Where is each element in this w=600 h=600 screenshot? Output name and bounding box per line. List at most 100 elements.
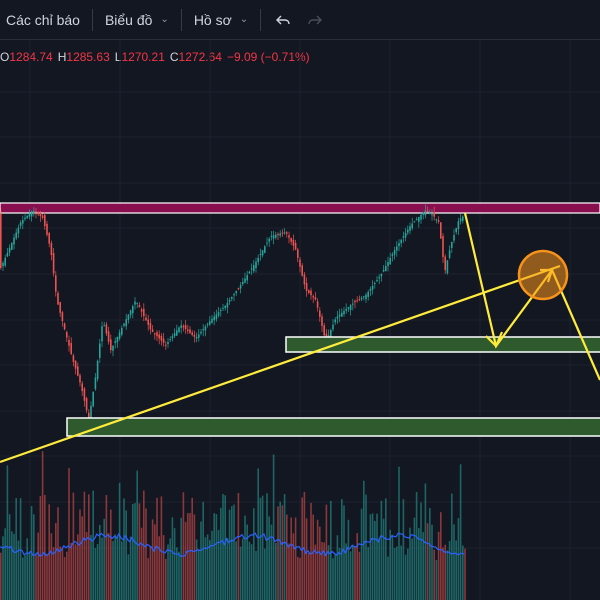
candle-body — [30, 211, 33, 217]
candle-body — [437, 220, 440, 222]
candle-body — [409, 226, 411, 231]
indicators-button[interactable]: Các chỉ báo — [0, 0, 86, 40]
candle-body — [451, 241, 453, 248]
volume-bar — [33, 514, 35, 600]
chart-menu-button[interactable]: Biểu đồ ⌄ — [99, 0, 175, 40]
candle-body — [420, 214, 422, 220]
volume-bar — [275, 542, 277, 600]
volume-bar — [57, 507, 59, 600]
volume-bar — [281, 505, 284, 600]
toolbar-divider — [180, 8, 182, 31]
candle-body — [48, 232, 50, 244]
volume-bar — [154, 524, 156, 600]
candle-body — [46, 223, 48, 235]
candle-body — [312, 296, 314, 298]
candle-body — [22, 220, 24, 224]
undo-button[interactable] — [267, 0, 299, 40]
volume-bar — [356, 533, 358, 600]
volume-bar — [369, 514, 372, 600]
candle-body — [228, 299, 231, 302]
volume-bar — [371, 513, 374, 600]
volume-bar — [341, 499, 343, 600]
candle-body — [393, 250, 396, 255]
volume-bar — [180, 517, 182, 600]
candle-body — [63, 323, 66, 330]
volume-bar — [426, 523, 429, 600]
candle-body — [24, 217, 26, 220]
volume-bar — [363, 480, 365, 600]
volume-bar — [44, 494, 46, 600]
candle-body — [101, 326, 103, 342]
candle-body — [275, 234, 277, 238]
candle-body — [0, 213, 2, 268]
candle-body — [147, 319, 149, 325]
volume-bar — [272, 454, 275, 600]
volume-bar — [70, 542, 72, 600]
candle-body — [222, 307, 224, 309]
profile-menu-label: Hồ sơ — [193, 11, 232, 28]
volume-bar — [290, 517, 292, 600]
volume-bar — [349, 551, 352, 600]
volume-bar — [79, 509, 81, 600]
candle-body — [90, 405, 92, 423]
candle-body — [418, 217, 420, 222]
candle-body — [88, 412, 90, 420]
volume-bar — [354, 546, 356, 600]
volume-bar — [224, 495, 226, 600]
volume-bar — [129, 536, 132, 600]
candle-body — [103, 325, 105, 327]
volume-bar — [99, 524, 101, 600]
resistance-zone[interactable] — [0, 202, 600, 214]
candle-body — [92, 391, 94, 407]
candle-body — [110, 339, 112, 350]
candle-body — [294, 242, 297, 250]
volume-bar — [294, 517, 297, 600]
volume-bar — [160, 496, 163, 600]
volume-bar — [24, 555, 26, 600]
candle-body — [448, 250, 451, 258]
volume-bar — [244, 515, 246, 600]
volume-bar — [11, 531, 13, 600]
support-zone-lower[interactable] — [66, 417, 600, 437]
volume-bar — [94, 548, 97, 600]
volume-bar — [123, 498, 125, 600]
candle-body — [347, 307, 350, 309]
volume-bar — [250, 544, 253, 600]
volume-bar — [396, 546, 398, 600]
candle-body — [365, 294, 367, 300]
candle-body — [59, 302, 61, 313]
candle-body — [382, 269, 385, 272]
volume-bar — [28, 552, 31, 600]
candle-body — [140, 309, 143, 312]
candle-body — [33, 210, 35, 214]
volume-bar — [277, 506, 279, 600]
profile-menu-button[interactable]: Hồ sơ ⌄ — [188, 0, 254, 40]
candle-body — [200, 331, 202, 334]
volume-bar — [286, 514, 288, 600]
volume-bar — [81, 516, 83, 600]
candle-body — [191, 332, 193, 335]
open-key: O — [0, 50, 10, 64]
breakdown-point-circle[interactable] — [517, 249, 569, 301]
candle-body — [457, 221, 460, 230]
volume-bar — [195, 539, 198, 600]
candle-body — [107, 331, 110, 342]
support-zone-upper[interactable] — [285, 336, 600, 353]
volume-bar — [407, 548, 409, 600]
volume-bar — [68, 468, 70, 600]
volume-bar — [6, 465, 9, 600]
volume-bar — [308, 553, 310, 600]
close-value: 1272.64 — [178, 50, 222, 64]
volume-bar — [72, 492, 75, 600]
volume-bar — [422, 532, 424, 600]
candle-body — [303, 274, 306, 285]
volume-bar — [77, 534, 79, 600]
candle-body — [202, 329, 204, 331]
candle-body — [354, 300, 356, 303]
candle-body — [83, 388, 86, 401]
candle-body — [105, 324, 108, 334]
candle-body — [455, 228, 457, 233]
trend-line[interactable] — [0, 264, 561, 464]
price-chart[interactable] — [0, 40, 600, 600]
redo-button[interactable] — [299, 0, 331, 40]
